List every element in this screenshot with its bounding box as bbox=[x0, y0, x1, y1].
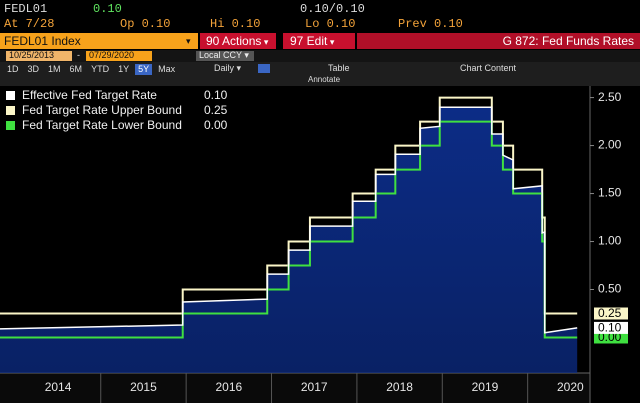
open: Op 0.10 bbox=[120, 17, 171, 31]
actions[interactable]: 90 Actions bbox=[206, 35, 268, 47]
legend-value: 0.00 bbox=[204, 118, 228, 132]
start-date-box[interactable] bbox=[6, 51, 72, 61]
period-buttons: 1D 3D 1M 6M YTD 1Y 5Y Max bbox=[4, 64, 181, 75]
y-tick-label: 2.00 bbox=[598, 138, 622, 152]
currency[interactable]: Local CCY bbox=[196, 51, 252, 61]
period-button[interactable]: 1D bbox=[7, 64, 19, 74]
period-button[interactable]: YTD bbox=[91, 64, 110, 74]
legend-label: Fed Target Rate Lower Bound bbox=[22, 118, 182, 132]
legend-label: Fed Target Rate Upper Bound bbox=[22, 103, 182, 117]
period-button[interactable]: 1M bbox=[48, 64, 61, 74]
prev: Prev 0.10 bbox=[398, 17, 463, 31]
edit[interactable]: 97 Edit bbox=[290, 35, 334, 47]
as-of: At 7/28 bbox=[4, 17, 55, 31]
legend-swatch bbox=[6, 106, 15, 115]
period-button[interactable]: 3D bbox=[27, 64, 40, 74]
period-button[interactable]: 1Y bbox=[118, 64, 130, 74]
y-tick-label: 0.50 bbox=[598, 282, 622, 296]
date-row bbox=[0, 50, 640, 62]
ticker: FEDL01 bbox=[4, 2, 48, 16]
x-tick-label: 2018 bbox=[386, 380, 413, 394]
y-tick-label: 2.50 bbox=[598, 90, 622, 104]
end-value-box bbox=[594, 307, 628, 320]
start-date[interactable]: 10/25/2013 bbox=[9, 50, 55, 60]
legend-label: Effective Fed Target Rate bbox=[22, 88, 157, 102]
legend-value: 0.25 bbox=[204, 103, 228, 117]
end-value-box bbox=[594, 321, 628, 334]
security[interactable]: FEDL01 Index bbox=[4, 34, 81, 48]
legend-value: 0.10 bbox=[204, 88, 228, 102]
end-value-label: 0.10 bbox=[598, 321, 622, 335]
line bbox=[0, 96, 578, 315]
frequency[interactable]: Daily bbox=[214, 64, 241, 73]
page-title: G 872: Fed Funds Rates bbox=[502, 34, 634, 48]
period-button[interactable]: 6M bbox=[69, 64, 83, 74]
y-tick-label: 1.50 bbox=[598, 186, 622, 200]
x-tick-label: 2016 bbox=[215, 380, 242, 394]
chart-icon[interactable] bbox=[258, 64, 270, 73]
end-date-box[interactable] bbox=[86, 51, 152, 61]
table[interactable]: Table bbox=[328, 63, 350, 73]
high: Hi 0.10 bbox=[210, 17, 261, 31]
annotate[interactable]: Annotate bbox=[308, 75, 341, 84]
line bbox=[0, 120, 578, 339]
end-value-label: 0.25 bbox=[598, 306, 622, 320]
chart-content[interactable]: Chart Content bbox=[460, 63, 517, 73]
x-axis-band bbox=[0, 373, 590, 403]
security-dropdown[interactable]: ▾ bbox=[186, 36, 191, 46]
area bbox=[0, 107, 578, 373]
x-tick-label: 2014 bbox=[45, 380, 72, 394]
toolbar-row bbox=[0, 62, 640, 86]
end-value-box bbox=[594, 331, 628, 344]
period-button[interactable]: 5Y bbox=[135, 64, 153, 75]
page-bar bbox=[357, 33, 640, 49]
bid-ask: 0.10/0.10 bbox=[300, 2, 365, 16]
legend-swatch bbox=[6, 91, 15, 100]
last-price: 0.10 bbox=[93, 2, 122, 16]
x-tick-label: 2020 bbox=[557, 380, 584, 394]
x-tick-label: 2017 bbox=[301, 380, 328, 394]
date-separator: - bbox=[77, 50, 80, 60]
x-tick-label: 2019 bbox=[472, 380, 499, 394]
low: Lo 0.10 bbox=[305, 17, 356, 31]
x-tick-label: 2015 bbox=[130, 380, 157, 394]
y-tick-label: 1.00 bbox=[598, 234, 622, 248]
line bbox=[0, 106, 578, 334]
end-date[interactable]: 07/29/2020 bbox=[89, 50, 135, 60]
security-bar bbox=[0, 33, 198, 49]
period-button[interactable]: Max bbox=[158, 64, 176, 74]
legend-swatch bbox=[6, 121, 15, 130]
